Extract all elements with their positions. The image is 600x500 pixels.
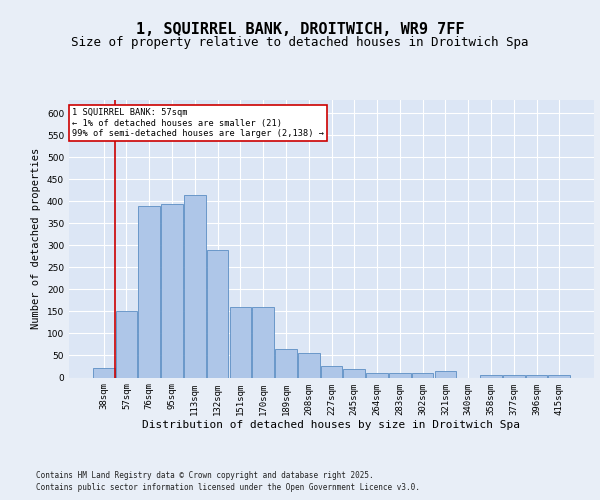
Bar	[139, 206, 160, 378]
Bar	[207, 250, 229, 378]
Y-axis label: Number of detached properties: Number of detached properties	[31, 148, 41, 330]
Text: Contains public sector information licensed under the Open Government Licence v3: Contains public sector information licen…	[36, 482, 420, 492]
Text: Contains HM Land Registry data © Crown copyright and database right 2025.: Contains HM Land Registry data © Crown c…	[36, 472, 374, 480]
Bar	[526, 376, 547, 378]
Bar	[230, 307, 251, 378]
Bar	[298, 354, 320, 378]
Bar	[548, 376, 570, 378]
Bar	[389, 373, 410, 378]
Bar	[412, 373, 433, 378]
Bar	[184, 194, 206, 378]
Bar	[434, 371, 456, 378]
Bar	[161, 204, 183, 378]
Bar	[366, 373, 388, 378]
Bar	[93, 368, 115, 378]
Bar	[253, 307, 274, 378]
X-axis label: Distribution of detached houses by size in Droitwich Spa: Distribution of detached houses by size …	[143, 420, 521, 430]
Bar	[343, 368, 365, 378]
Bar	[503, 376, 524, 378]
Bar	[480, 376, 502, 378]
Bar	[116, 312, 137, 378]
Text: 1 SQUIRREL BANK: 57sqm
← 1% of detached houses are smaller (21)
99% of semi-deta: 1 SQUIRREL BANK: 57sqm ← 1% of detached …	[71, 108, 323, 138]
Text: Size of property relative to detached houses in Droitwich Spa: Size of property relative to detached ho…	[71, 36, 529, 49]
Bar	[320, 366, 343, 378]
Bar	[275, 349, 297, 378]
Text: 1, SQUIRREL BANK, DROITWICH, WR9 7FF: 1, SQUIRREL BANK, DROITWICH, WR9 7FF	[136, 22, 464, 36]
